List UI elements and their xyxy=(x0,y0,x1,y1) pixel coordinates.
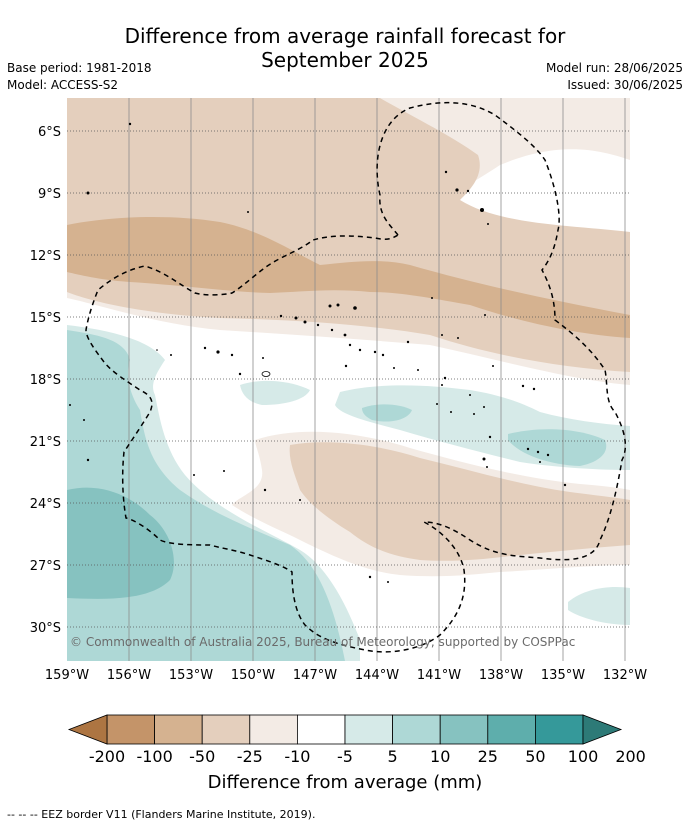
copyright-text: © Commonwealth of Australia 2025, Bureau… xyxy=(70,635,575,649)
map-title-line-1: Difference from average rainfall forecas… xyxy=(124,24,566,48)
colorbar-segment xyxy=(439,714,489,745)
lon-label: 159°W xyxy=(45,668,89,683)
colorbar-segment xyxy=(392,714,441,745)
colorbar-segment xyxy=(296,714,346,745)
colorbar-segment xyxy=(249,714,298,745)
colorbar-label: Difference from average (mm) xyxy=(208,772,483,793)
model-run-date: Model run: 28/06/2025 xyxy=(545,61,683,75)
colorbar-tick-label: 200 xyxy=(615,747,646,766)
colorbar-tick-label: 100 xyxy=(568,747,599,766)
island-outlines xyxy=(69,122,567,583)
colorbar-low-arrow xyxy=(67,714,108,745)
lat-label: 27°S xyxy=(30,559,61,574)
lat-label: 12°S xyxy=(30,249,61,264)
lat-label: 30°S xyxy=(30,621,61,636)
colorbar-segment xyxy=(487,714,536,745)
lat-label: 18°S xyxy=(30,373,61,388)
eez-legend: -- -- -- EEZ border V11 (Flanders Marine… xyxy=(7,808,316,821)
rainfall-anomaly-field xyxy=(67,98,630,661)
colorbar-segment xyxy=(201,714,251,745)
colorbar-tick-label: 25 xyxy=(478,747,498,766)
rainfall-map: © Commonwealth of Australia 2025, Bureau… xyxy=(30,98,647,793)
latitude-labels: 6°S 9°S 12°S 15°S 18°S 21°S 24°S 27°S 30… xyxy=(30,125,61,636)
colorbar-tick-label: -50 xyxy=(189,747,215,766)
model-name: Model: ACCESS-S2 xyxy=(7,78,119,92)
colorbar-tick-label: -10 xyxy=(284,747,310,766)
colorbar-tick-label: -5 xyxy=(337,747,353,766)
lat-label: 21°S xyxy=(30,435,61,450)
lon-label: 132°W xyxy=(603,668,647,683)
colorbar-high-arrow xyxy=(582,714,623,745)
colorbar-tick-label: -100 xyxy=(136,747,172,766)
atoll-outline xyxy=(261,371,271,377)
colorbar-tick-label: 10 xyxy=(430,747,450,766)
lon-label: 138°W xyxy=(479,668,523,683)
colorbar-segment xyxy=(154,714,203,745)
longitude-labels: 159°W 156°W 153°W 150°W 147°W 144°W 141°… xyxy=(45,668,647,683)
lat-label: 24°S xyxy=(30,497,61,512)
lat-label: 15°S xyxy=(30,311,61,326)
lon-label: 144°W xyxy=(355,668,399,683)
issued-date: Issued: 30/06/2025 xyxy=(567,78,683,92)
lon-label: 150°W xyxy=(231,668,275,683)
colorbar-segment xyxy=(535,714,584,745)
colorbar-tick-label: -25 xyxy=(237,747,263,766)
colorbar-tick-label: 50 xyxy=(525,747,545,766)
lon-label: 135°W xyxy=(541,668,585,683)
lon-label: 147°W xyxy=(293,668,337,683)
colorbar-tick-label: -200 xyxy=(89,747,125,766)
lat-label: 9°S xyxy=(38,187,61,202)
map-title-line-2: September 2025 xyxy=(261,48,429,72)
lon-label: 156°W xyxy=(107,668,151,683)
colorbar: -200 -100 -50 -25 -10 -5 5 10 25 50 100 200 Differe… xyxy=(67,714,646,793)
base-period: Base period: 1981-2018 xyxy=(7,61,152,75)
eez-border xyxy=(85,101,627,653)
lon-label: 141°W xyxy=(417,668,461,683)
lon-label: 153°W xyxy=(169,668,213,683)
colorbar-segment xyxy=(106,714,155,745)
colorbar-tick-label: 5 xyxy=(388,747,398,766)
map-grid xyxy=(67,98,630,661)
lat-label: 6°S xyxy=(38,125,61,140)
colorbar-segment xyxy=(344,714,393,745)
